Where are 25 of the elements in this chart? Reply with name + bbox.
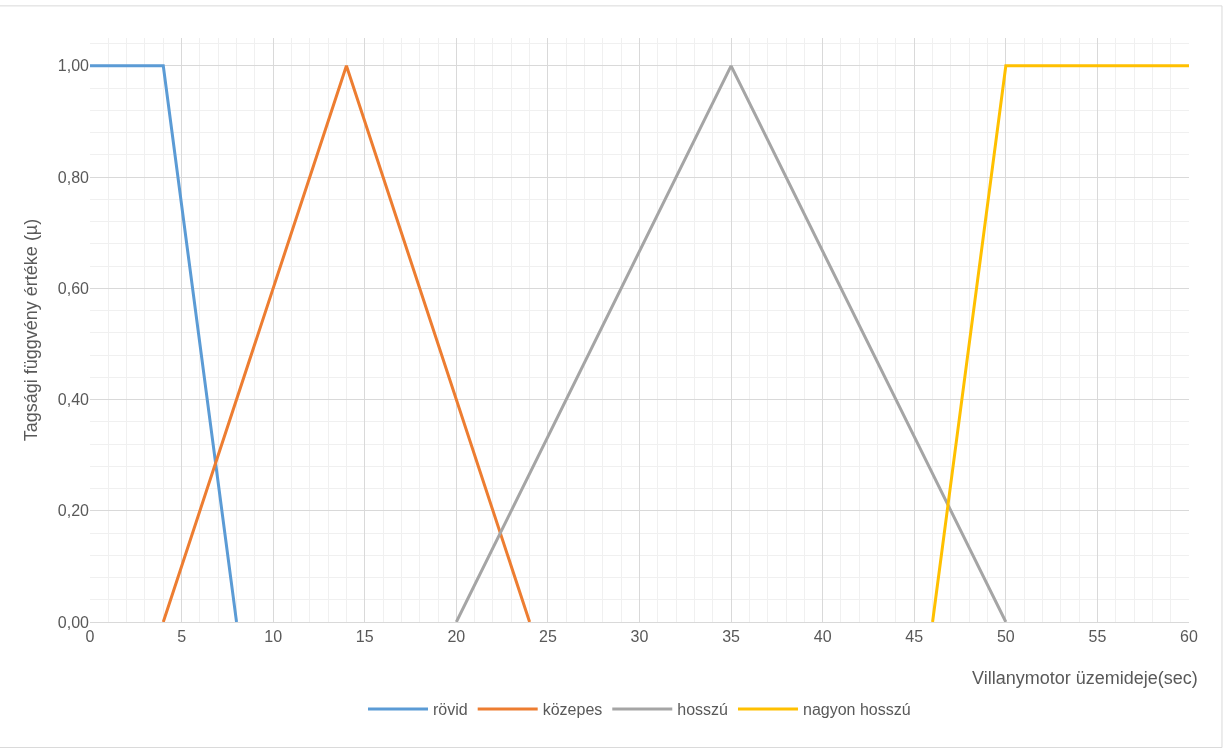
y-tick-label: 0,20 [57, 502, 90, 520]
legend-label: nagyon hosszú [802, 701, 911, 719]
legend-label: hosszú [677, 701, 728, 719]
x-tick-label: 40 [813, 628, 832, 646]
legend-label: közepes [542, 701, 603, 719]
x-tick-label: 5 [177, 628, 187, 646]
x-tick-label: 60 [1180, 628, 1198, 646]
y-axis-title: Tagsági függvény értéke (µ) [21, 218, 42, 442]
y-tick-label: 1,00 [57, 57, 90, 75]
x-tick-label: 0 [85, 628, 95, 646]
x-tick-label: 30 [630, 628, 649, 646]
x-tick-label: 55 [1088, 628, 1107, 646]
y-tick-label: 0,60 [57, 279, 90, 297]
x-tick-label: 15 [355, 628, 374, 646]
x-tick-label: 20 [447, 628, 466, 646]
y-tick-label: 0,80 [57, 168, 90, 186]
x-tick-label: 45 [905, 628, 924, 646]
x-tick-label: 10 [264, 628, 283, 646]
x-axis-title: Villanymotor üzemideje(sec) [972, 668, 1198, 688]
x-tick-label: 50 [996, 628, 1015, 646]
legend-label: rövid [433, 701, 468, 719]
x-tick-label: 25 [539, 628, 557, 646]
y-tick-label: 0,40 [57, 391, 90, 409]
y-tick-label: 0,00 [57, 613, 90, 631]
x-tick-label: 35 [722, 628, 741, 646]
